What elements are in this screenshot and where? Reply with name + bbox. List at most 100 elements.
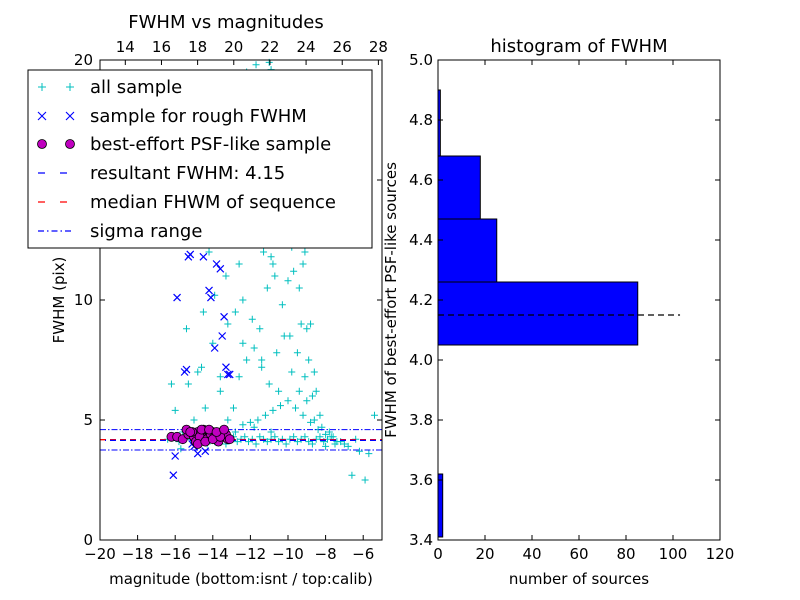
left-top-x-tick-label: 22 (260, 38, 279, 56)
right-x-tick-label: 60 (569, 545, 588, 563)
left-top-x-tick-label: 28 (369, 38, 388, 56)
all-sample-point (286, 332, 294, 340)
all-sample-point (303, 397, 311, 405)
all-sample-point (258, 363, 266, 371)
psf-sample-point (219, 424, 229, 435)
all-sample-point (293, 349, 301, 357)
all-sample-point (288, 368, 296, 376)
all-sample-point (229, 404, 237, 412)
rough-sample-point (220, 312, 229, 321)
left-bottom-x-tick-label: −12 (235, 545, 267, 563)
left-x-axis-label: magnitude (bottom:isnt / top:calib) (109, 570, 373, 588)
left-bottom-x-tick-label: −8 (315, 545, 337, 563)
left-bottom-x-tick-label: −18 (122, 545, 154, 563)
rough-sample-point (169, 471, 178, 480)
all-sample-point (310, 368, 318, 376)
left-bottom-x-tick-label: −20 (84, 545, 116, 563)
all-sample-point (269, 260, 277, 268)
all-sample-point (231, 308, 239, 316)
left-y-tick-label: 20 (74, 51, 93, 69)
rough-sample-point (216, 264, 225, 273)
psf-sample-point (224, 434, 235, 445)
all-sample-point (182, 325, 190, 333)
left-y-tick-label: 0 (83, 531, 93, 549)
rough-sample-point (193, 449, 202, 458)
left-bottom-x-tick-label: −16 (159, 545, 191, 563)
left-y-tick-label: 10 (74, 291, 93, 309)
left-bottom-x-tick-label: −14 (197, 545, 229, 563)
all-sample-point (246, 418, 254, 426)
histogram-bars (437, 89, 681, 538)
all-sample-point (305, 356, 313, 364)
right-x-tick-label: 80 (616, 545, 635, 563)
all-sample-point (278, 301, 286, 309)
all-sample-point (211, 291, 219, 299)
all-sample-point (235, 373, 243, 381)
legend: all sample sample for rough FWHM best-effo… (27, 69, 373, 249)
right-y-tick-label: 4.8 (409, 111, 433, 129)
right-y-tick-label: 4.2 (409, 291, 433, 309)
all-sample-point (307, 418, 315, 426)
all-sample-point (267, 253, 275, 261)
rough-sample-point (222, 363, 230, 372)
all-sample-point (301, 373, 309, 381)
all-sample-point (299, 260, 307, 268)
right-y-axis-label: FWHM of best-effort PSF-like sources (382, 162, 400, 438)
rough-sample-point (212, 260, 221, 268)
rough-sample-point (171, 452, 180, 460)
all-sample-point (303, 325, 311, 333)
all-sample-point (295, 387, 303, 395)
all-sample-point (216, 373, 224, 381)
all-sample-point (316, 433, 324, 441)
all-sample-point (224, 416, 232, 424)
all-sample-point (301, 248, 309, 256)
all-sample-point (275, 438, 283, 446)
all-sample-point (198, 363, 206, 371)
histogram-bar (437, 218, 498, 283)
all-sample-point (194, 368, 202, 376)
fwhm-histogram-panel: histogram of FWHM 0 20 40 60 80 100 120 3.4 3.6 3… (382, 36, 734, 588)
all-sample-point (269, 406, 277, 414)
rough-sample-point (206, 293, 215, 302)
right-y-tick-label: 4.6 (409, 171, 433, 189)
all-sample-point (224, 320, 232, 328)
all-sample-point (252, 440, 260, 448)
all-sample-point (239, 421, 247, 429)
rough-sample-point (199, 252, 208, 261)
all-sample-point (167, 380, 175, 388)
left-top-x-tick-label: 16 (152, 38, 171, 56)
all-sample-point (308, 392, 316, 400)
legend-marker (65, 139, 75, 149)
all-sample-point (190, 416, 198, 424)
histogram-bar (437, 281, 639, 346)
right-x-tick-label: 40 (522, 545, 541, 563)
all-sample-point (256, 325, 264, 333)
left-top-x-tick-label: 20 (224, 38, 243, 56)
all-sample-point (239, 296, 247, 304)
all-sample-point (199, 308, 207, 316)
legend-label: sample for rough FWHM (90, 106, 307, 127)
right-x-tick-label: 20 (475, 545, 494, 563)
all-sample-point (365, 450, 373, 458)
left-axis-ticks: −20 −18 −16 −14 −12 −10 −8 −6 14 16 18 20 22 24 26 28 0 5… (74, 38, 388, 563)
all-sample-point (361, 476, 369, 484)
rough-sample-point (223, 370, 232, 379)
left-bottom-x-tick-label: −6 (352, 545, 374, 563)
legend-label: all sample (90, 77, 182, 98)
psf-sample-point (185, 427, 196, 437)
rough-sample-point (182, 365, 191, 374)
legend-box (27, 69, 373, 249)
all-sample-point (271, 272, 279, 280)
all-sample-point (205, 248, 213, 256)
right-x-tick-label: 120 (706, 545, 735, 563)
histogram-bar (437, 155, 481, 220)
right-y-tick-label: 5.0 (409, 51, 433, 69)
all-sample-point (284, 397, 292, 405)
fwhm-vs-magnitude-panel: FWHM vs magnitudes −20 −18 −16 −14 −12 −10 −8−… (27, 12, 388, 588)
legend-label: best-effort PSF-like sample (90, 134, 331, 155)
right-chart-title: histogram of FWHM (490, 36, 667, 57)
all-sample-point (299, 411, 307, 419)
all-sample-point (263, 438, 271, 446)
right-axis-ticks: 0 20 40 60 80 100 120 3.4 3.6 3.8 4.0 4.2 4.4 4.6 4.8 5… (409, 51, 734, 563)
